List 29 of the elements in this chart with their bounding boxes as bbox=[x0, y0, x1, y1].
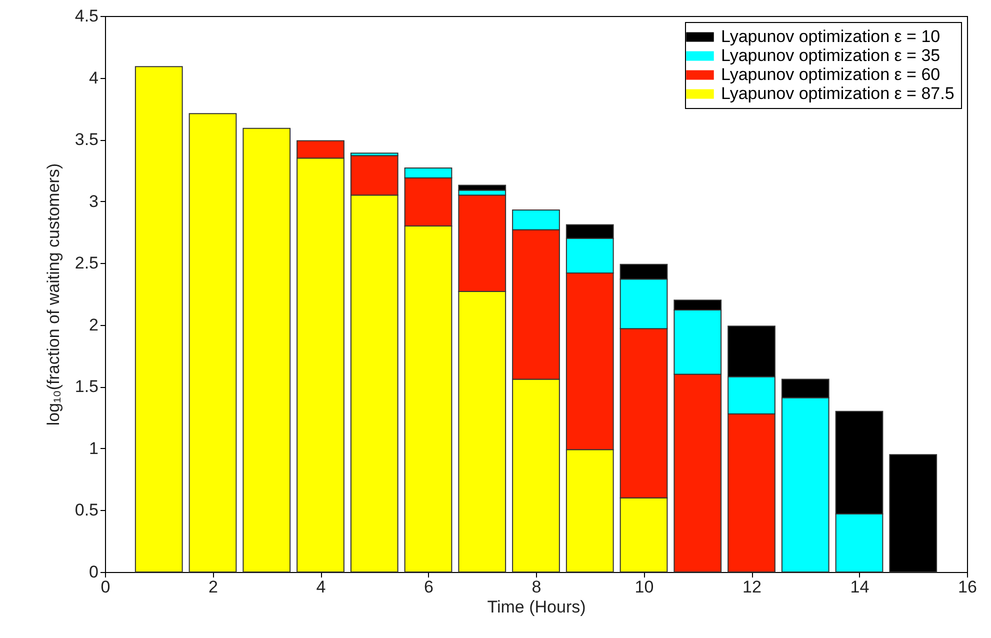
x-tick-label: 8 bbox=[532, 578, 542, 596]
x-tick-label: 6 bbox=[424, 578, 434, 596]
y-tick-label: 4.5 bbox=[74, 6, 98, 26]
x-tick-label: 0 bbox=[100, 578, 110, 596]
x-axis-title: Time (Hours) bbox=[487, 598, 586, 616]
legend-label: Lyapunov optimization ε = 10 bbox=[721, 27, 940, 46]
y-tick-label: 1 bbox=[89, 438, 98, 458]
x-tick-label: 10 bbox=[634, 578, 654, 596]
y-tick-label: 1.5 bbox=[74, 377, 98, 396]
bar bbox=[889, 454, 938, 572]
y-tick-label: 0 bbox=[89, 562, 98, 582]
y-tick-label: 3 bbox=[89, 192, 98, 211]
bar bbox=[242, 128, 291, 572]
y-tick-label: 0.5 bbox=[74, 500, 98, 520]
x-tick-label: 2 bbox=[208, 578, 218, 596]
bar bbox=[134, 66, 183, 572]
y-axis-title: log₁₀(fraction of waiting customers) bbox=[44, 163, 63, 426]
x-tick-label: 16 bbox=[958, 578, 977, 596]
x-tick-label: 12 bbox=[742, 578, 762, 596]
y-tick-label: 2.5 bbox=[74, 254, 98, 273]
legend-label: Lyapunov optimization ε = 35 bbox=[721, 46, 940, 65]
y-tick-label: 2 bbox=[89, 315, 98, 334]
y-tick-label: 3.5 bbox=[74, 130, 98, 150]
legend-label: Lyapunov optimization ε = 87.5 bbox=[721, 84, 954, 103]
bar bbox=[188, 113, 237, 572]
x-tick-label: 14 bbox=[850, 578, 870, 596]
legend-label: Lyapunov optimization ε = 60 bbox=[721, 65, 940, 84]
x-tick-label: 4 bbox=[316, 578, 326, 596]
y-tick-label: 4 bbox=[89, 68, 98, 88]
